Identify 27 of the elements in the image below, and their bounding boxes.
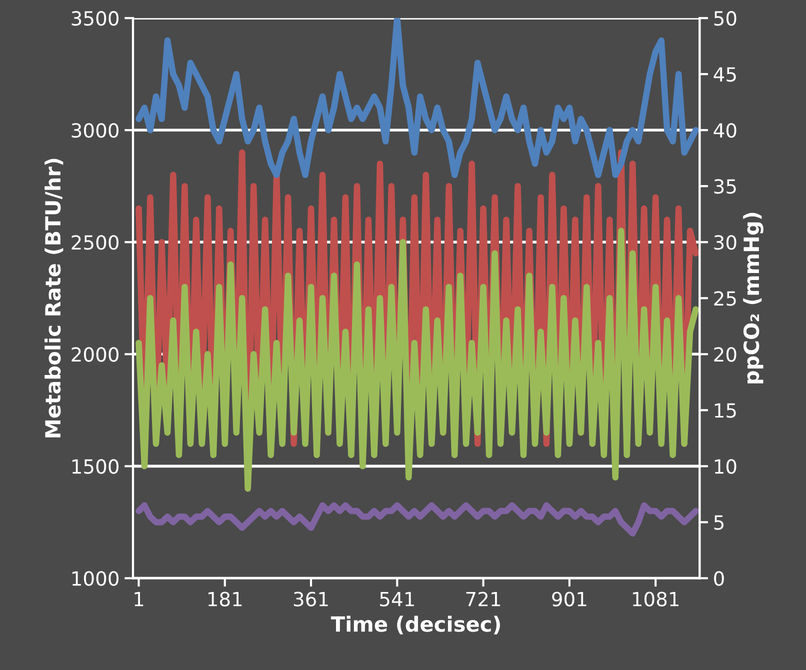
x-tick-label: 541	[380, 592, 414, 606]
x-tick-label: 181	[208, 592, 242, 606]
y2-tick-label: 25	[714, 291, 736, 306]
y-tick-label: 1000	[72, 571, 119, 586]
y-axis-title: Metabolic Rate (BTU/hr)	[44, 158, 64, 438]
y2-tick-label: 5	[714, 515, 724, 530]
y-tick-label: 3000	[72, 123, 119, 138]
y2-tick-label: 35	[714, 179, 736, 194]
y2-tick-label: 0	[714, 571, 724, 586]
y2-tick-label: 30	[714, 235, 736, 250]
x-tick-label: 361	[294, 592, 328, 606]
y2-tick-label: 50	[714, 11, 736, 26]
x-axis-title: Time (decisec)	[330, 616, 500, 634]
x-tick-label: 901	[552, 592, 586, 606]
x-tick-label: 1	[134, 592, 144, 606]
x-tick-label: 721	[466, 592, 500, 606]
y2-tick-label: 45	[714, 67, 736, 82]
y-tick-label: 2500	[72, 235, 119, 250]
y2-tick-label: 40	[714, 123, 736, 138]
y2-tick-label: 15	[714, 403, 736, 418]
x-tick-label: 1081	[632, 592, 679, 606]
y2-tick-label: 10	[714, 459, 736, 474]
y-tick-label: 3500	[72, 11, 119, 26]
y2-tick-label: 20	[714, 347, 736, 362]
y-tick-label: 1500	[72, 459, 119, 474]
y-tick-label: 2000	[72, 347, 119, 362]
y2-axis-title: ppCO₂ (mmHg)	[743, 212, 764, 384]
